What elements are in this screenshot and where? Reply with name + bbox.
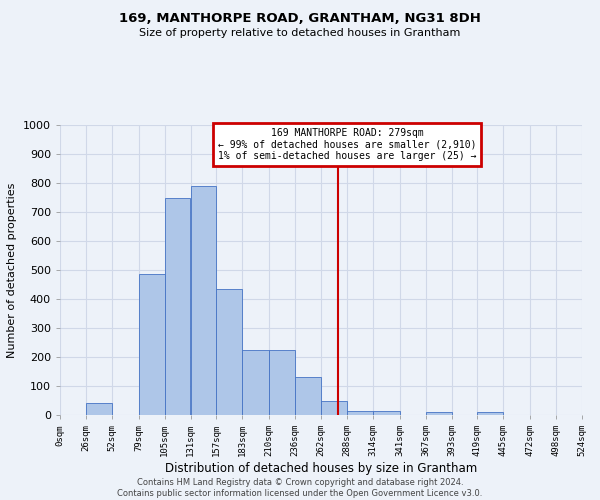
Bar <box>478 412 503 415</box>
Bar <box>139 274 164 415</box>
Bar <box>295 378 321 415</box>
Bar <box>321 400 347 415</box>
Bar <box>373 410 400 415</box>
Text: 169 MANTHORPE ROAD: 279sqm
← 99% of detached houses are smaller (2,910)
1% of se: 169 MANTHORPE ROAD: 279sqm ← 99% of deta… <box>218 128 476 161</box>
Text: Size of property relative to detached houses in Grantham: Size of property relative to detached ho… <box>139 28 461 38</box>
Bar <box>347 410 373 415</box>
Bar <box>191 186 217 415</box>
Bar <box>164 198 190 415</box>
Text: Contains HM Land Registry data © Crown copyright and database right 2024.
Contai: Contains HM Land Registry data © Crown c… <box>118 478 482 498</box>
X-axis label: Distribution of detached houses by size in Grantham: Distribution of detached houses by size … <box>165 462 477 475</box>
Bar <box>86 404 112 415</box>
Bar <box>425 412 452 415</box>
Bar <box>242 350 269 415</box>
Y-axis label: Number of detached properties: Number of detached properties <box>7 182 17 358</box>
Bar <box>217 289 242 415</box>
Text: 169, MANTHORPE ROAD, GRANTHAM, NG31 8DH: 169, MANTHORPE ROAD, GRANTHAM, NG31 8DH <box>119 12 481 26</box>
Bar <box>269 350 295 415</box>
